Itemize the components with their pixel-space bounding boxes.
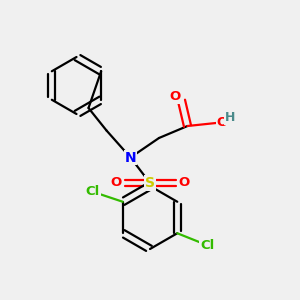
Text: N: N <box>125 151 136 164</box>
Text: O: O <box>110 176 122 190</box>
Text: H: H <box>225 111 236 124</box>
Text: S: S <box>145 176 155 190</box>
Text: Cl: Cl <box>200 239 214 252</box>
Text: Cl: Cl <box>85 185 100 198</box>
Text: O: O <box>216 116 228 129</box>
Text: O: O <box>178 176 190 190</box>
Text: O: O <box>169 90 181 104</box>
